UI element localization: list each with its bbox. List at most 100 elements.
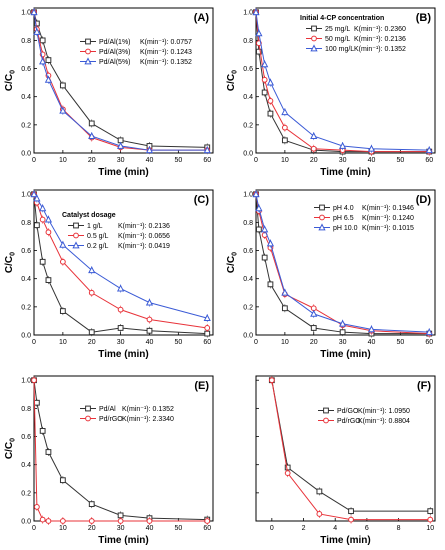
plot-frame (33, 189, 214, 336)
legend-rate-constant: K(min⁻¹): 0.1015 (362, 225, 414, 232)
data-point (255, 204, 263, 212)
legend-item: Pd/rGO K(min⁻¹): 2.3340 (80, 415, 174, 423)
series-line (33, 12, 208, 148)
x-tick-label: 10 (59, 157, 67, 164)
x-tick-label: 40 (146, 339, 154, 346)
data-point (203, 146, 211, 154)
y-tick-label: 0.2 (21, 304, 31, 311)
x-tick-label: 20 (88, 525, 96, 532)
x-axis-label: Time (min) (98, 349, 148, 360)
x-tick-label: 50 (396, 157, 404, 164)
legend-series-name: 25 mg/L (325, 26, 350, 33)
data-point (88, 289, 95, 296)
data-point (39, 37, 46, 44)
legend-rate-constant: K(min⁻¹): 0.1240 (362, 215, 414, 222)
data-point (146, 518, 153, 524)
x-tick-label: 30 (117, 339, 125, 346)
y-axis-label: C/C0 (4, 252, 17, 273)
legend-rate-constant: K(min⁻¹): 0.0757 (140, 39, 192, 46)
data-point (39, 516, 46, 523)
data-point (367, 325, 376, 333)
panel-label: (C) (194, 194, 210, 206)
data-point (33, 194, 41, 202)
x-tick-label: 60 (203, 339, 211, 346)
legend-marker (73, 222, 79, 229)
data-point (33, 222, 40, 229)
data-point (203, 314, 211, 322)
data-point (88, 132, 96, 140)
legend-item: Pd/Al(3%) K(min⁻¹): 0.1243 (80, 48, 192, 56)
y-tick-label: 0.6 (243, 66, 253, 73)
legend-rate-constant: K(min⁻¹): 0.2136 (118, 223, 170, 230)
legend-series-name: 100 mg/L (325, 46, 354, 53)
series-1 (31, 376, 211, 525)
data-point (45, 518, 52, 524)
data-point (59, 82, 66, 89)
data-point (39, 216, 46, 223)
series-0 (253, 190, 433, 338)
data-point (316, 511, 323, 517)
panel-label: (A) (194, 12, 210, 24)
y-tick-label: 0.6 (21, 248, 31, 255)
y-axis-label: C/C0 (4, 438, 17, 459)
y-axis-label-text: C/C (4, 74, 15, 91)
y-tick-label: 0.4 (21, 94, 31, 101)
legend-item: Pd/GO K(min⁻¹): 1.0950 (318, 407, 410, 415)
plot-frame (33, 7, 214, 154)
series-line (271, 380, 431, 512)
data-point (204, 518, 211, 524)
x-tick-label: 30 (339, 157, 347, 164)
data-point (33, 399, 40, 406)
data-point (267, 110, 274, 117)
y-tick-label: 0.6 (243, 248, 253, 255)
panel-a: 0 10 20 30 40 50 60 0.0 0.2 0.4 0.6 0.8 1.0 Time (min… (4, 7, 214, 178)
y-tick-label: 0.4 (21, 276, 31, 283)
y-tick-label: 0.4 (243, 94, 253, 101)
x-tick-label: 40 (368, 339, 376, 346)
series-2 (252, 190, 433, 337)
y-tick-label: 0.2 (243, 304, 253, 311)
data-point (45, 277, 52, 283)
x-axis-label: Time (min) (320, 535, 370, 546)
x-axis-label: Time (min) (98, 535, 148, 546)
data-point (59, 106, 67, 114)
series-0 (31, 190, 211, 338)
legend-title: Catalyst dosage (62, 212, 116, 219)
data-point (117, 325, 124, 331)
data-point (427, 508, 434, 515)
legend-series-name: 0.2 g/L (87, 243, 109, 250)
x-tick-label: 40 (368, 157, 376, 164)
data-point (281, 124, 288, 131)
y-tick-label: 0.8 (21, 38, 31, 45)
legend-rate-constant: K(min⁻¹): 0.2136 (354, 36, 406, 43)
data-point (367, 144, 376, 152)
y-tick-label: 0.0 (243, 151, 253, 158)
legend-marker (319, 204, 325, 211)
data-point (310, 325, 317, 331)
legend-marker (318, 223, 326, 231)
series-1 (31, 8, 211, 155)
data-point (281, 288, 289, 296)
panel-label: (D) (416, 194, 432, 206)
series-1 (253, 190, 433, 338)
data-point (145, 298, 154, 306)
legend-series-name: 1 g/L (87, 223, 103, 230)
data-point (88, 329, 95, 336)
data-point (88, 266, 96, 274)
legend-item: 25 mg/L K(min⁻¹): 0.2360 (306, 25, 406, 33)
series-0 (31, 8, 211, 152)
legend-rate-constant: K(min⁻¹): 0.8804 (358, 418, 410, 425)
data-point (116, 141, 125, 149)
x-tick-label: 0 (32, 525, 36, 532)
data-point (59, 477, 66, 484)
series-2 (252, 8, 433, 155)
data-point (39, 57, 47, 65)
x-tick-label: 40 (146, 525, 154, 532)
series-1 (268, 376, 434, 524)
data-point (39, 258, 46, 265)
legend-series-name: Pd/Al(3%) (99, 49, 131, 56)
y-tick-label: 0.8 (243, 220, 253, 227)
data-point (268, 377, 275, 384)
data-point (339, 329, 346, 336)
legend-marker (85, 405, 91, 412)
